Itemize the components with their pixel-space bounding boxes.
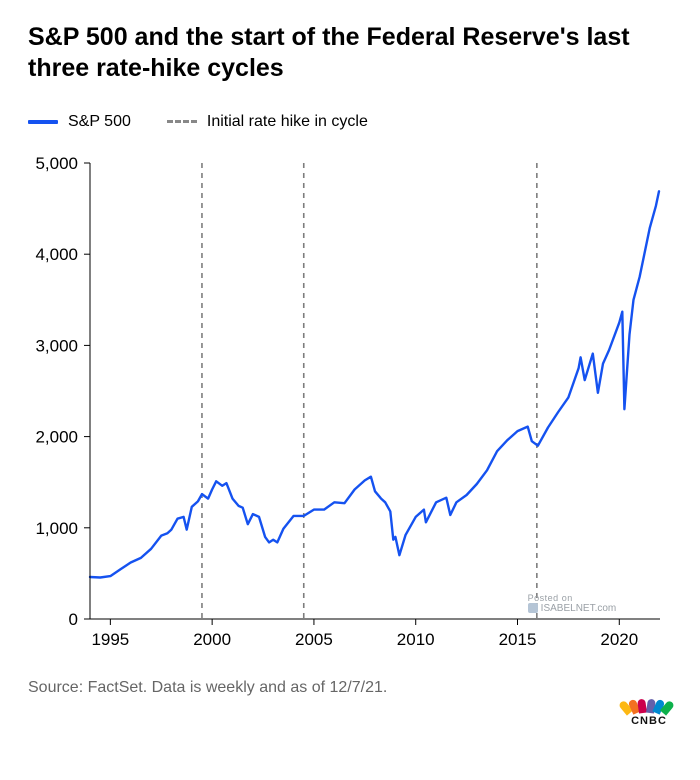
legend-dashed-label: Initial rate hike in cycle — [207, 113, 368, 131]
legend-swatch-dash — [167, 120, 197, 123]
watermark-line2: ISABELNET.com — [528, 603, 617, 615]
svg-text:2005: 2005 — [295, 630, 333, 649]
chart-svg: 0 1,000 2,000 3,000 4,000 5,000 1995 2000 2005 20… — [28, 153, 672, 661]
svg-text:0: 0 — [69, 610, 78, 629]
watermark: Posted on ISABELNET.com — [528, 593, 617, 615]
svg-text:4,000: 4,000 — [35, 245, 78, 264]
legend-item-dashed: Initial rate hike in cycle — [167, 113, 368, 131]
legend: S&P 500 Initial rate hike in cycle — [28, 113, 672, 131]
chart-area: 0 1,000 2,000 3,000 4,000 5,000 1995 2000 2005 20… — [28, 153, 672, 661]
svg-text:5,000: 5,000 — [35, 154, 78, 173]
chart-title: S&P 500 and the start of the Federal Res… — [28, 22, 672, 85]
svg-text:2020: 2020 — [600, 630, 638, 649]
legend-item-series: S&P 500 — [28, 113, 131, 131]
svg-text:3,000: 3,000 — [35, 336, 78, 355]
svg-text:1,000: 1,000 — [35, 518, 78, 537]
watermark-logo-icon — [528, 603, 538, 613]
svg-text:2010: 2010 — [397, 630, 435, 649]
cnbc-logo: CNBC — [626, 695, 672, 727]
svg-text:2015: 2015 — [499, 630, 537, 649]
svg-text:2000: 2000 — [193, 630, 231, 649]
legend-swatch-line — [28, 120, 58, 124]
watermark-line1: Posted on — [528, 593, 617, 603]
svg-text:1995: 1995 — [91, 630, 129, 649]
footer: CNBC — [28, 695, 672, 727]
cnbc-text: CNBC — [631, 715, 667, 727]
legend-series-label: S&P 500 — [68, 113, 131, 131]
peacock-icon — [626, 695, 672, 713]
svg-text:2,000: 2,000 — [35, 427, 78, 446]
